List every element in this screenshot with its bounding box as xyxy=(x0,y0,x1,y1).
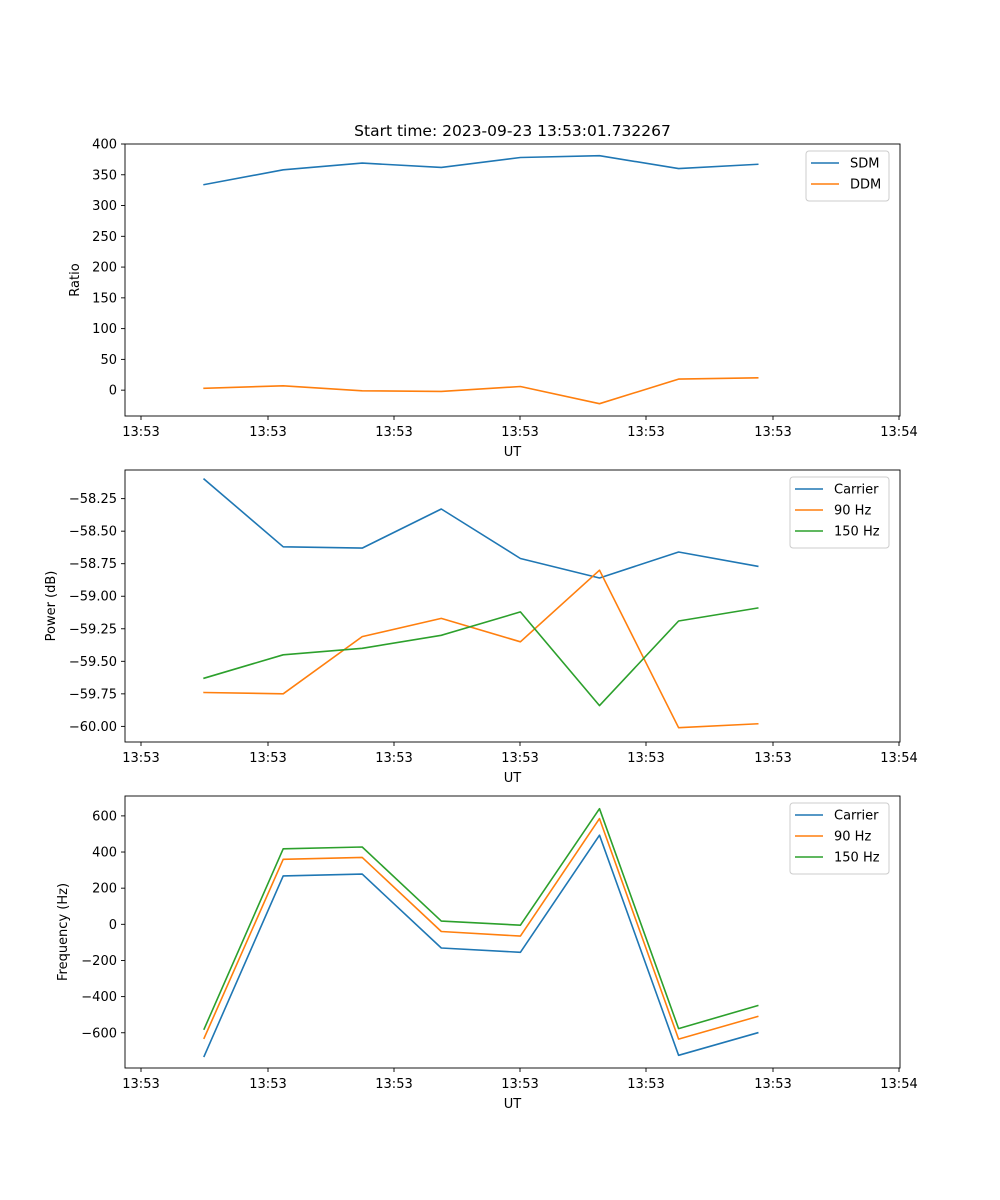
ratio-y-tick-label: 350 xyxy=(92,168,117,183)
power-axes-frame xyxy=(124,469,901,743)
frequency-y-axis-label: Frequency (Hz) xyxy=(56,883,71,981)
power-y-axis-label: Power (dB) xyxy=(44,571,59,642)
ratio-x-tick-label: 13:53 xyxy=(754,425,791,440)
frequency-legend-label: Carrier xyxy=(834,809,879,824)
frequency-x-axis-label: UT xyxy=(504,1097,522,1112)
power-x-tick-label: 13:53 xyxy=(501,751,538,766)
ratio-legend-label: DDM xyxy=(850,178,881,193)
frequency-series-line-90-hz xyxy=(203,817,759,1040)
power-x-tick-label: 13:53 xyxy=(122,751,159,766)
ratio-series-line-sdm xyxy=(203,154,759,186)
power-x-axis-label: UT xyxy=(504,771,522,786)
frequency-y-tick-label: −600 xyxy=(81,1026,117,1041)
frequency-series-line-150-hz xyxy=(203,807,759,1031)
chart-title: Start time: 2023-09-23 13:53:01.732267 xyxy=(354,122,671,140)
frequency-series-line-carrier xyxy=(203,834,759,1058)
frequency-y-tick-label: 0 xyxy=(109,918,117,933)
ratio-y-axis-label: Ratio xyxy=(68,263,83,296)
frequency-x-tick-label: 13:54 xyxy=(880,1077,917,1092)
ratio-y-tick-label: 250 xyxy=(92,230,117,245)
power-legend-label: Carrier xyxy=(834,483,879,498)
ratio-y-tick-label: 200 xyxy=(92,261,117,276)
ratio-plot-area: 13:53 13:53 13:53 13:53 13:53 13:53 13:54 0 50 10… xyxy=(92,138,918,441)
power-plot-area: 13:53 13:53 13:53 13:53 13:53 13:53 13:54 −60.0… xyxy=(69,469,918,766)
power-y-tick-label: −58.50 xyxy=(69,525,117,540)
power-x-tick-label: 13:53 xyxy=(754,751,791,766)
power-series-line-90-hz xyxy=(203,569,759,729)
ratio-x-tick-label: 13:53 xyxy=(375,425,412,440)
frequency-x-tick-label: 13:53 xyxy=(754,1077,791,1092)
frequency-y-tick-label: 400 xyxy=(92,846,117,861)
power-y-tick-label: −59.75 xyxy=(69,687,117,702)
frequency-panel: 13:53 13:53 13:53 13:53 13:53 13:53 13:54 −600 −… xyxy=(56,795,918,1112)
ratio-x-tick-label: 13:53 xyxy=(627,425,664,440)
ratio-y-tick-label: 150 xyxy=(92,291,117,306)
ratio-panel: Start time: 2023-09-23 13:53:01.732267 1… xyxy=(68,122,918,460)
frequency-x-tick-label: 13:53 xyxy=(501,1077,538,1092)
power-x-tick-label: 13:53 xyxy=(249,751,286,766)
frequency-x-tick-label: 13:53 xyxy=(249,1077,286,1092)
power-panel: 13:53 13:53 13:53 13:53 13:53 13:53 13:54 −60.0… xyxy=(44,469,918,786)
frequency-plot-area: 13:53 13:53 13:53 13:53 13:53 13:53 13:54 −600 −… xyxy=(81,795,918,1092)
ratio-y-tick-label: 50 xyxy=(100,353,117,368)
frequency-x-tick-label: 13:53 xyxy=(627,1077,664,1092)
power-x-tick-label: 13:53 xyxy=(375,751,412,766)
power-series-line-150-hz xyxy=(203,607,759,707)
power-legend-label: 150 Hz xyxy=(834,525,880,540)
frequency-y-tick-label: −200 xyxy=(81,954,117,969)
ratio-legend-label: SDM xyxy=(850,157,879,172)
power-y-tick-label: −58.25 xyxy=(69,492,117,507)
frequency-axes-frame xyxy=(124,795,901,1069)
ratio-x-axis-label: UT xyxy=(504,445,522,460)
power-x-tick-label: 13:54 xyxy=(880,751,917,766)
ratio-y-tick-label: 0 xyxy=(109,384,117,399)
power-legend-label: 90 Hz xyxy=(834,504,871,519)
ratio-y-tick-label: 300 xyxy=(92,199,117,214)
ratio-x-tick-label: 13:54 xyxy=(880,425,917,440)
ratio-y-tick-label: 100 xyxy=(92,322,117,337)
frequency-x-tick-label: 13:53 xyxy=(375,1077,412,1092)
ratio-y-tick-label: 400 xyxy=(92,138,117,153)
frequency-x-tick-label: 13:53 xyxy=(122,1077,159,1092)
ratio-x-tick-label: 13:53 xyxy=(501,425,538,440)
frequency-legend-label: 90 Hz xyxy=(834,830,871,845)
power-y-tick-label: −59.50 xyxy=(69,655,117,670)
frequency-y-tick-label: 600 xyxy=(92,809,117,824)
power-series-line-carrier xyxy=(202,477,759,579)
power-y-tick-label: −59.00 xyxy=(69,590,117,605)
ratio-x-tick-label: 13:53 xyxy=(122,425,159,440)
frequency-legend-label: 150 Hz xyxy=(834,851,880,866)
power-y-tick-label: −60.00 xyxy=(69,720,117,735)
ratio-x-tick-label: 13:53 xyxy=(249,425,286,440)
power-y-tick-label: −59.25 xyxy=(69,622,117,637)
ratio-series-line-ddm xyxy=(203,376,759,405)
power-y-tick-label: −58.75 xyxy=(69,557,117,572)
power-x-tick-label: 13:53 xyxy=(627,751,664,766)
ratio-axes-frame xyxy=(124,143,901,417)
frequency-y-tick-label: 200 xyxy=(92,882,117,897)
frequency-y-tick-label: −400 xyxy=(81,990,117,1005)
